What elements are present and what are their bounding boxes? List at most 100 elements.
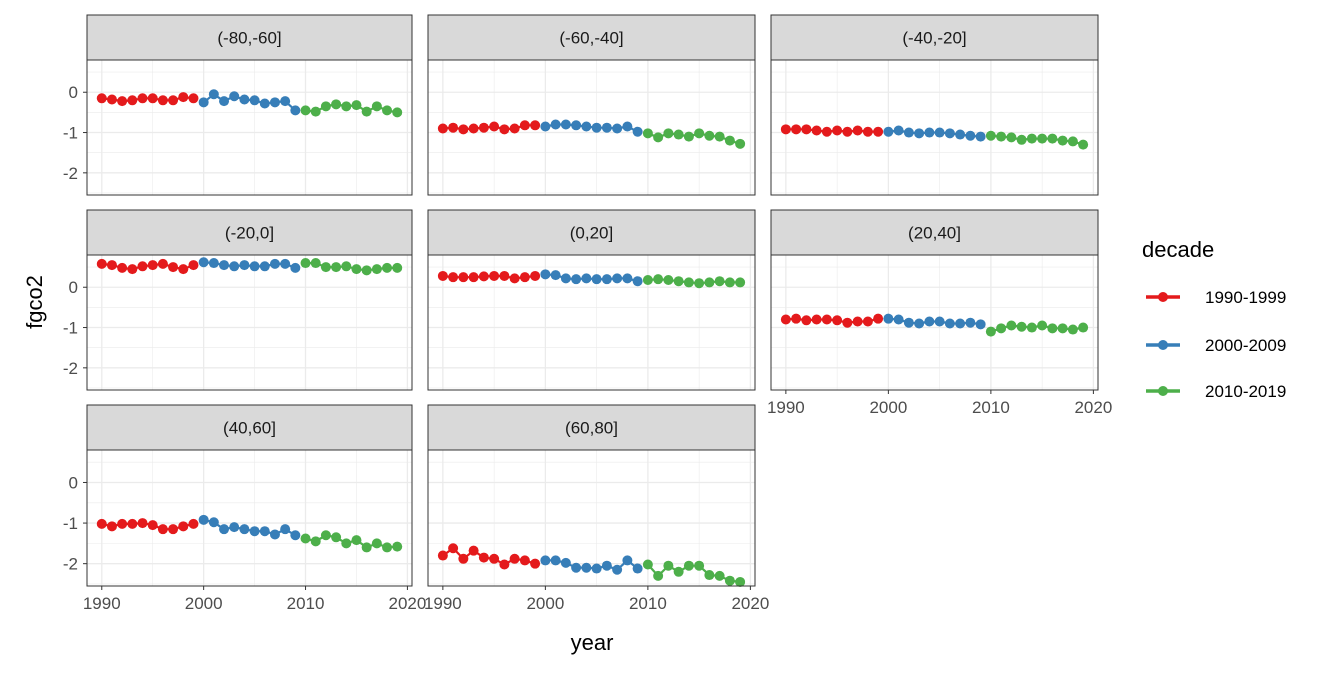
- facet-strip: [770, 14, 1099, 61]
- data-point: [780, 314, 791, 325]
- data-point: [1078, 139, 1089, 150]
- data-point: [320, 262, 331, 273]
- facet-label: (-80,-60]: [217, 29, 281, 48]
- data-point: [571, 120, 582, 131]
- data-point: [591, 563, 602, 574]
- data-point: [341, 261, 352, 272]
- data-point: [219, 260, 230, 271]
- data-point: [127, 95, 138, 106]
- data-point: [903, 317, 914, 328]
- data-point: [550, 555, 561, 566]
- data-point: [519, 120, 530, 131]
- data-point: [351, 535, 362, 546]
- data-point: [106, 260, 117, 271]
- legend-key-point: [1158, 340, 1168, 350]
- data-point: [622, 555, 633, 566]
- facet-panel: (-20,0] 0 -1 -2: [63, 209, 413, 391]
- data-point: [178, 92, 189, 103]
- data-point: [478, 552, 489, 563]
- series-line: [203, 92, 297, 112]
- data-point: [448, 543, 459, 554]
- data-point: [290, 262, 301, 273]
- data-point: [955, 129, 966, 140]
- data-point: [612, 564, 623, 575]
- data-point: [437, 550, 448, 561]
- data-point: [509, 123, 520, 134]
- data-point: [371, 101, 382, 112]
- facet-label: (0,20]: [570, 224, 613, 243]
- data-point: [560, 119, 571, 130]
- x-tick-label: 1990: [83, 594, 121, 613]
- data-point: [724, 575, 735, 586]
- data-point: [832, 125, 843, 136]
- panel-background: [87, 60, 412, 195]
- data-point: [478, 122, 489, 133]
- series-line: [647, 132, 741, 145]
- data-point: [663, 274, 674, 285]
- data-point: [530, 558, 541, 569]
- data-point: [811, 314, 822, 325]
- data-point: [1006, 320, 1017, 331]
- data-point: [351, 264, 362, 275]
- data-point: [714, 570, 725, 581]
- data-point: [924, 316, 935, 327]
- data-point: [127, 518, 138, 529]
- series-line: [785, 128, 879, 133]
- data-point: [499, 270, 510, 281]
- panel-border: [86, 59, 413, 196]
- data-point: [448, 122, 459, 133]
- data-point: [1026, 322, 1037, 333]
- data-point: [571, 274, 582, 285]
- data-point: [683, 131, 694, 142]
- data-point: [259, 526, 270, 537]
- data-point: [290, 530, 301, 541]
- data-point: [269, 258, 280, 269]
- facet-panel: (-60,-40]: [427, 14, 756, 196]
- data-point: [612, 273, 623, 284]
- x-tick-label: 2020: [389, 594, 427, 613]
- panel-background: [428, 450, 755, 586]
- data-point: [801, 124, 812, 135]
- data-point: [893, 314, 904, 325]
- data-point: [331, 262, 342, 273]
- series-line: [442, 124, 536, 131]
- series-line: [101, 262, 194, 271]
- data-point: [601, 560, 612, 571]
- data-point: [530, 270, 541, 281]
- data-point: [955, 318, 966, 329]
- data-point: [1078, 322, 1089, 333]
- facet-label: (60,80]: [565, 419, 618, 438]
- data-point: [893, 125, 904, 136]
- data-point: [694, 128, 705, 139]
- facet-strip: [427, 404, 756, 451]
- data-point: [468, 545, 479, 556]
- data-point: [280, 96, 291, 107]
- data-point: [392, 107, 403, 118]
- data-point: [157, 95, 168, 106]
- data-point: [581, 121, 592, 132]
- panel-background: [87, 450, 412, 586]
- data-point: [673, 129, 684, 140]
- data-point: [499, 559, 510, 570]
- legend-title: decade: [1142, 237, 1214, 262]
- data-point: [208, 89, 219, 100]
- data-point: [581, 273, 592, 284]
- y-tick-label: -2: [63, 555, 78, 574]
- data-point: [127, 264, 138, 275]
- y-tick-label: -2: [63, 164, 78, 183]
- data-point: [361, 106, 372, 117]
- series-line: [101, 95, 194, 103]
- data-point: [612, 123, 623, 134]
- data-point: [653, 132, 664, 143]
- data-point: [934, 316, 945, 327]
- series-line: [203, 518, 296, 537]
- data-point: [975, 131, 986, 142]
- data-point: [862, 316, 873, 327]
- data-point: [801, 315, 812, 326]
- data-point: [239, 260, 250, 271]
- data-point: [198, 97, 209, 108]
- data-point: [137, 93, 148, 104]
- data-point: [320, 101, 331, 112]
- data-point: [1067, 136, 1078, 147]
